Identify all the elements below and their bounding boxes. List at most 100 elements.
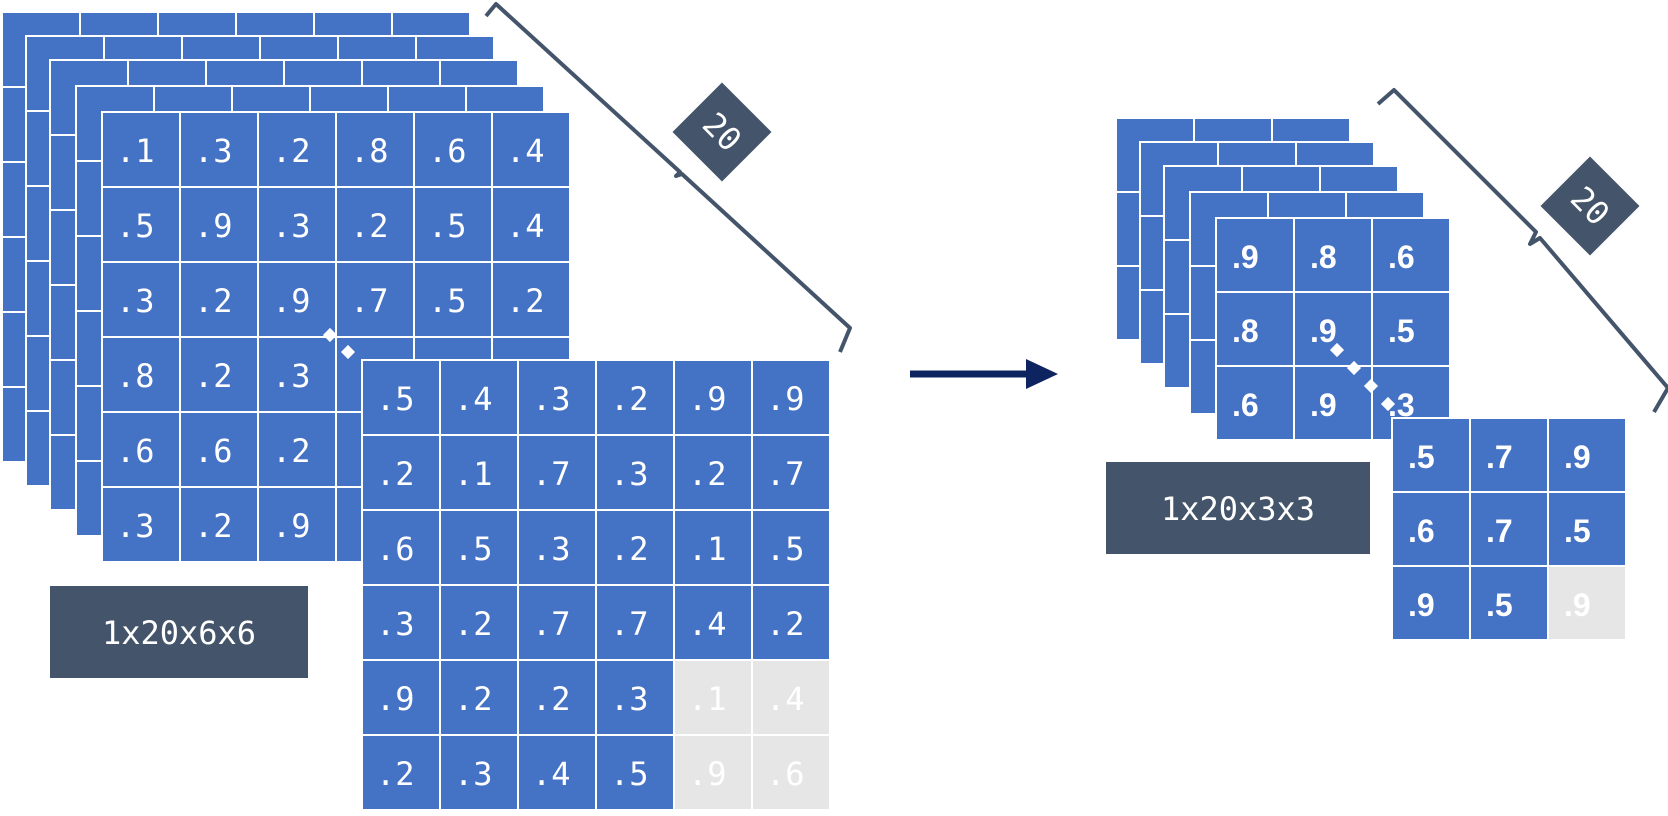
right-front-cell xyxy=(1547,491,1627,567)
right-front-cell-value: .9 xyxy=(1564,439,1591,475)
left-front-cell-value: .2 xyxy=(610,530,649,568)
left-front-cell-value: .9 xyxy=(688,380,727,418)
right-front-matrix: .5 .7 .9 .6 .7 .5 .9 .5 .9 xyxy=(1391,417,1627,641)
left-back-cell xyxy=(257,486,337,563)
left-front-cell-value: .7 xyxy=(532,605,571,643)
left-front-cell-value: .3 xyxy=(610,680,649,718)
left-back-cell xyxy=(335,186,415,263)
left-depth-brace xyxy=(484,2,852,353)
right-back-cell-value: .6 xyxy=(1388,239,1415,275)
right-front-cell-value: .7 xyxy=(1486,439,1513,475)
left-front-cell xyxy=(439,734,519,811)
left-back-cell-value: .3 xyxy=(194,132,233,170)
left-back-cell-value: .9 xyxy=(272,507,311,545)
left-front-cell-value: .2 xyxy=(376,755,415,793)
left-front-cell-value: .5 xyxy=(454,530,493,568)
left-back-cell-value: .2 xyxy=(272,132,311,170)
left-front-cell-value: .4 xyxy=(454,380,493,418)
right-depth-brace xyxy=(1376,88,1668,414)
left-front-cell-value: .1 xyxy=(454,455,493,493)
left-front-cell xyxy=(673,434,753,511)
left-front-cell-value: .9 xyxy=(376,680,415,718)
left-back-cell xyxy=(101,411,181,488)
left-front-cell-value: .7 xyxy=(766,455,805,493)
right-ellipsis-dots xyxy=(1329,342,1396,412)
right-front-cell xyxy=(1469,491,1549,567)
left-front-cell xyxy=(595,509,675,586)
left-front-cell-value: .6 xyxy=(376,530,415,568)
left-back-cell-value: .6 xyxy=(116,432,155,470)
left-back-cell xyxy=(101,486,181,563)
left-back-cell-value: .2 xyxy=(350,207,389,245)
right-back-cell-value: .9 xyxy=(1310,313,1337,349)
left-back-cell-value: .3 xyxy=(272,207,311,245)
right-back-cell-value: .6 xyxy=(1232,387,1259,423)
right-back-cell-value: .8 xyxy=(1310,239,1337,275)
left-front-cell-value: .4 xyxy=(688,605,727,643)
right-front-cell-value: .5 xyxy=(1564,513,1591,549)
left-back-cell-value: .8 xyxy=(350,132,389,170)
left-front-cell-value: .5 xyxy=(766,530,805,568)
right-back-cell-value: .8 xyxy=(1232,313,1259,349)
left-back-cell xyxy=(101,186,181,263)
left-front-cell-value: .2 xyxy=(454,680,493,718)
left-back-cell xyxy=(491,111,571,188)
left-back-cell xyxy=(101,336,181,413)
left-back-cell-value: .2 xyxy=(194,357,233,395)
right-front-cell xyxy=(1547,565,1627,641)
left-back-cell-value: .2 xyxy=(194,282,233,320)
left-front-cell xyxy=(361,584,441,661)
left-front-cell-value: .4 xyxy=(766,680,805,718)
left-back-cell-value: .8 xyxy=(116,357,155,395)
left-front-cell xyxy=(673,659,753,736)
right-back-cell-value: .9 xyxy=(1310,387,1337,423)
left-front-cell-value: .7 xyxy=(610,605,649,643)
left-front-cell xyxy=(439,359,519,436)
left-front-cell-value: .4 xyxy=(532,755,571,793)
left-back-cell xyxy=(257,336,337,413)
left-front-cell xyxy=(595,584,675,661)
right-front-cell xyxy=(1469,565,1549,641)
left-front-cell xyxy=(595,734,675,811)
left-back-cell xyxy=(491,186,571,263)
left-back-cell-value: .5 xyxy=(116,207,155,245)
left-back-cell-value: .3 xyxy=(272,357,311,395)
left-front-matrix: .5 .4 .3 .2 .9 .9 .2 .1 .7 .3 .2 .7 .6 .5 .3 .2 .1 .5 .3 .2… xyxy=(361,359,831,811)
left-front-cell-value: .2 xyxy=(454,605,493,643)
left-front-cell-value: .2 xyxy=(610,380,649,418)
left-front-cell-value: .3 xyxy=(610,455,649,493)
left-back-cell xyxy=(179,411,259,488)
left-front-cell-value: .2 xyxy=(532,680,571,718)
left-front-cell xyxy=(439,659,519,736)
left-back-cell-value: .9 xyxy=(272,282,311,320)
left-depth-badge: 20 xyxy=(672,82,772,182)
left-front-cell-value: .2 xyxy=(376,455,415,493)
left-back-cell xyxy=(335,261,415,338)
left-shape-label: 1x20x6x6 xyxy=(102,614,256,652)
left-back-cell-value: .5 xyxy=(428,207,467,245)
left-back-cell-value: .3 xyxy=(116,507,155,545)
left-back-cell xyxy=(257,111,337,188)
left-front-cell xyxy=(439,509,519,586)
right-front-cell-value: .7 xyxy=(1486,513,1513,549)
left-front-cell-value: .3 xyxy=(376,605,415,643)
left-ellipsis-dots xyxy=(322,327,356,360)
left-back-cell-value: .2 xyxy=(194,507,233,545)
arrow-icon xyxy=(910,359,1058,389)
right-back-cell xyxy=(1371,217,1451,293)
right-back-matrix: .9.8.6.8.9.5.6.9.3 xyxy=(1215,217,1451,441)
right-back-cell xyxy=(1293,365,1373,441)
left-back-cell-value: .2 xyxy=(272,432,311,470)
left-back-cell-value: .7 xyxy=(350,282,389,320)
right-back-cell-value: .5 xyxy=(1388,313,1415,349)
left-front-cell-value: .6 xyxy=(766,755,805,793)
left-shape-label-box: 1x20x6x6 xyxy=(50,586,308,678)
left-front-cell xyxy=(751,509,831,586)
left-front-cell-value: .3 xyxy=(532,530,571,568)
right-front-cell-value: .9 xyxy=(1564,587,1591,623)
left-back-matrix: .1 .3 .2 .8 .6 .4 .5 .9 .3 .2 .5 .4 .3 .2 .9 .7 .5 .2 .8 .2… xyxy=(101,111,571,563)
right-back-cell xyxy=(1293,217,1373,293)
left-front-cell xyxy=(361,659,441,736)
left-front-cell-value: .7 xyxy=(532,455,571,493)
